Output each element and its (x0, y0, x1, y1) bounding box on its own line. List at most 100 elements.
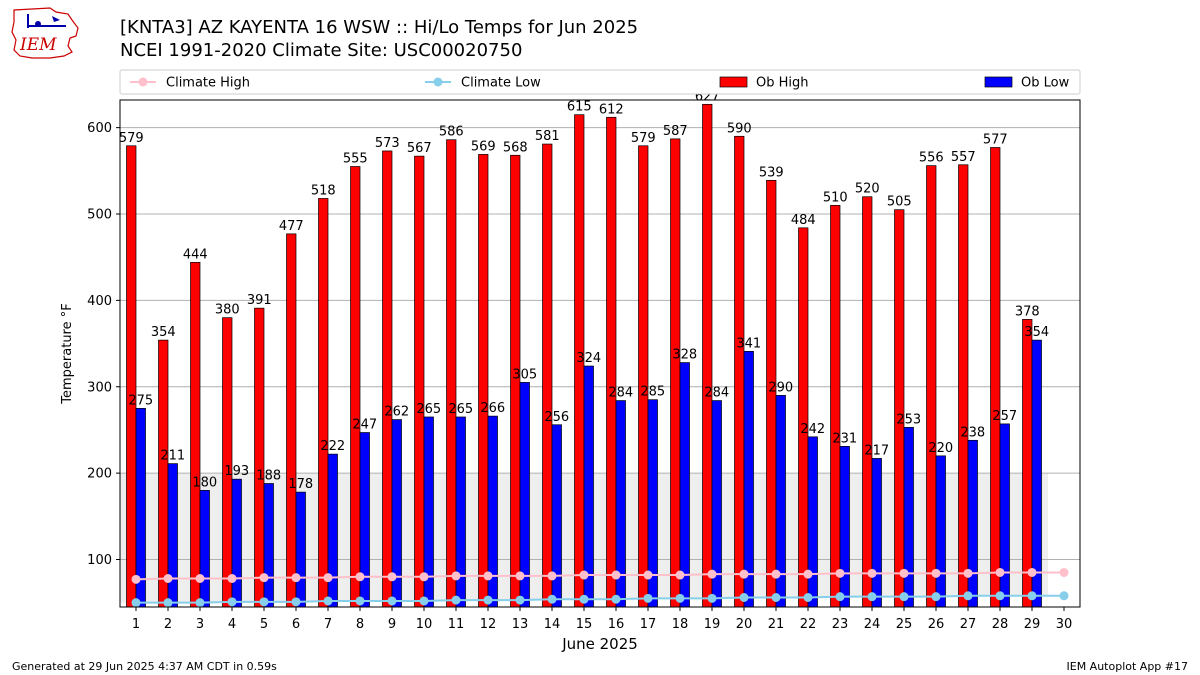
bar-ob-high (158, 339, 169, 608)
label-ob-high: 520 (855, 182, 880, 197)
bar-ob-low (967, 439, 978, 608)
climate-low-point (227, 597, 237, 607)
plot-frame (119, 99, 1081, 608)
label-ob-high: 587 (663, 124, 688, 139)
chart-title: [KNTA3] AZ KAYENTA 16 WSW :: Hi/Lo Temps… (120, 17, 639, 38)
bar-ob-low (199, 490, 210, 608)
climate-high-point (1059, 567, 1069, 577)
footer-app: IEM Autoplot App #17 (1066, 660, 1189, 673)
climate-low-point (195, 598, 205, 608)
y-tick-label: 600 (87, 121, 112, 136)
label-ob-high: 505 (887, 195, 912, 210)
label-ob-high: 586 (439, 125, 464, 140)
climate-high-point (387, 572, 397, 582)
label-ob-low: 253 (896, 412, 921, 427)
x-tick-label: 17 (640, 617, 657, 632)
climate-low-point (323, 596, 333, 606)
bar-ob-high (414, 155, 425, 608)
climate-low-point (131, 598, 141, 608)
climate-low-point (1059, 591, 1069, 601)
x-tick-label: 25 (896, 617, 913, 632)
climate-low-point (387, 596, 397, 606)
climate-high-point (995, 567, 1005, 577)
climate-high-point (739, 569, 749, 579)
climate-low-point (835, 592, 845, 602)
bar-ob-low (935, 455, 946, 608)
bar-ob-high (830, 205, 841, 608)
x-tick-label: 18 (672, 617, 689, 632)
label-ob-high: 568 (503, 140, 528, 155)
legend-climate-low-label: Climate Low (461, 76, 541, 91)
label-ob-high: 391 (247, 293, 272, 308)
x-tick-label: 3 (196, 617, 204, 632)
x-tick-label: 22 (800, 617, 817, 632)
y-tick-label: 400 (87, 294, 112, 309)
climate-high-point (419, 572, 429, 582)
climate-high-point (227, 573, 237, 583)
x-tick-label: 26 (928, 617, 945, 632)
label-ob-high: 444 (183, 247, 208, 262)
x-tick-label: 21 (768, 617, 785, 632)
climate-high-point (579, 570, 589, 580)
label-ob-low: 211 (160, 449, 185, 464)
bar-ob-high (318, 198, 329, 608)
climate-low-point (163, 598, 173, 608)
bar-ob-high (862, 196, 873, 608)
climate-high-point (931, 568, 941, 578)
label-ob-low: 262 (384, 405, 409, 420)
x-tick-label: 30 (1056, 617, 1073, 632)
bar-ob-low (903, 426, 914, 608)
climate-high-point (483, 571, 493, 581)
y-axis-label: Temperature °F (60, 303, 75, 404)
label-ob-high: 581 (535, 129, 560, 144)
label-ob-low: 217 (864, 443, 889, 458)
climate-low-point (899, 592, 909, 602)
climate-high-point (323, 573, 333, 583)
x-tick-label: 1 (132, 617, 140, 632)
x-tick-label: 5 (260, 617, 268, 632)
label-ob-low: 247 (352, 418, 377, 433)
x-tick-label: 28 (992, 617, 1009, 632)
bar-ob-high (190, 262, 201, 608)
x-tick-label: 14 (544, 617, 561, 632)
climate-low-point (739, 592, 749, 602)
climate-high-point (899, 568, 909, 578)
label-ob-high: 567 (407, 141, 432, 156)
legend-ob-high-label: Ob High (756, 76, 809, 91)
climate-high-point (131, 574, 141, 584)
climate-low-point (643, 593, 653, 603)
climate-low-point (451, 595, 461, 605)
bar-ob-high (382, 150, 393, 608)
bar-ob-high (254, 307, 265, 608)
climate-high-point (259, 573, 269, 583)
climate-high-point (963, 568, 973, 578)
climate-low-point (867, 592, 877, 602)
label-ob-low: 178 (288, 477, 313, 492)
climate-low-point (995, 591, 1005, 601)
label-ob-high: 539 (759, 165, 784, 180)
iem-logo: IEM (11, 7, 79, 59)
label-ob-high: 378 (1015, 304, 1040, 319)
bar-ob-high (542, 143, 553, 608)
climate-low-point (675, 593, 685, 603)
footer-generated: Generated at 29 Jun 2025 4:37 AM CDT in … (12, 660, 277, 673)
label-ob-low: 238 (960, 425, 985, 440)
legend-ob-high-swatch (719, 76, 748, 88)
legend-climate-low-marker (433, 77, 443, 87)
x-tick-label: 27 (960, 617, 977, 632)
climate-low-point (291, 597, 301, 607)
x-tick-label: 6 (292, 617, 300, 632)
label-ob-low: 284 (608, 386, 633, 401)
label-ob-low: 256 (544, 410, 569, 425)
x-tick-label: 23 (832, 617, 849, 632)
label-ob-high: 354 (151, 325, 176, 340)
label-ob-low: 285 (640, 385, 665, 400)
climate-low-point (611, 594, 621, 604)
bar-ob-high (670, 138, 681, 608)
bar-ob-high (638, 145, 649, 608)
bar-ob-low (743, 350, 754, 608)
label-ob-low: 328 (672, 348, 697, 363)
climate-low-point (707, 593, 717, 603)
x-tick-label: 15 (576, 617, 593, 632)
label-ob-low: 220 (928, 441, 953, 456)
